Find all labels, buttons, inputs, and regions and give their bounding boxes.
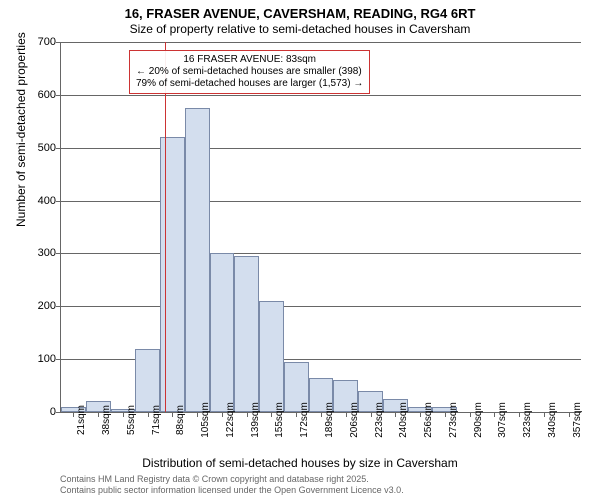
ytick-label: 400 xyxy=(38,195,56,207)
xtick-label: 71sqm xyxy=(151,405,162,435)
ytick-label: 500 xyxy=(38,142,56,154)
xtick-label: 189sqm xyxy=(324,402,335,438)
histogram-bar xyxy=(160,137,185,412)
gridline xyxy=(61,201,581,202)
xtick-label: 122sqm xyxy=(225,402,236,438)
xtick-label: 55sqm xyxy=(126,405,137,435)
xtick-label: 139sqm xyxy=(250,402,261,438)
xtick-label: 290sqm xyxy=(473,402,484,438)
xtick-mark xyxy=(296,412,297,417)
ytick-label: 600 xyxy=(38,89,56,101)
gridline xyxy=(61,42,581,43)
xtick-label: 88sqm xyxy=(175,405,186,435)
ytick-label: 100 xyxy=(38,353,56,365)
ytick-mark xyxy=(56,148,61,149)
gridline xyxy=(61,306,581,307)
xtick-label: 240sqm xyxy=(398,402,409,438)
xtick-mark xyxy=(544,412,545,417)
ytick-label: 300 xyxy=(38,247,56,259)
xtick-mark xyxy=(569,412,570,417)
annotation-line: 16 FRASER AVENUE: 83sqm xyxy=(136,54,363,66)
xtick-label: 256sqm xyxy=(423,402,434,438)
xtick-mark xyxy=(346,412,347,417)
xtick-mark xyxy=(371,412,372,417)
xtick-label: 21sqm xyxy=(76,405,87,435)
ytick-label: 700 xyxy=(38,36,56,48)
xtick-mark xyxy=(445,412,446,417)
xtick-mark xyxy=(420,412,421,417)
ytick-mark xyxy=(56,412,61,413)
xtick-label: 223sqm xyxy=(374,402,385,438)
xtick-mark xyxy=(172,412,173,417)
xtick-mark xyxy=(519,412,520,417)
y-axis-label: Number of semi-detached properties xyxy=(14,32,28,227)
ytick-mark xyxy=(56,306,61,307)
ytick-mark xyxy=(56,359,61,360)
chart-title-sub: Size of property relative to semi-detach… xyxy=(0,22,600,36)
attribution-line: Contains public sector information licen… xyxy=(60,485,404,496)
xtick-mark xyxy=(395,412,396,417)
xtick-mark xyxy=(494,412,495,417)
xtick-label: 172sqm xyxy=(299,402,310,438)
xtick-label: 273sqm xyxy=(448,402,459,438)
ytick-label: 200 xyxy=(38,300,56,312)
ytick-label: 0 xyxy=(50,406,56,418)
marker-line xyxy=(165,42,166,412)
annotation-box: 16 FRASER AVENUE: 83sqm← 20% of semi-det… xyxy=(129,50,370,94)
ytick-mark xyxy=(56,42,61,43)
xtick-label: 155sqm xyxy=(274,402,285,438)
attribution-line: Contains HM Land Registry data © Crown c… xyxy=(60,474,404,485)
attribution-text: Contains HM Land Registry data © Crown c… xyxy=(60,474,404,496)
histogram-bar xyxy=(234,256,259,412)
xtick-label: 38sqm xyxy=(101,405,112,435)
gridline xyxy=(61,95,581,96)
plot-area: 16 FRASER AVENUE: 83sqm← 20% of semi-det… xyxy=(60,42,581,413)
xtick-label: 323sqm xyxy=(522,402,533,438)
xtick-mark xyxy=(271,412,272,417)
annotation-line: ← 20% of semi-detached houses are smalle… xyxy=(136,66,363,78)
xtick-label: 340sqm xyxy=(547,402,558,438)
xtick-mark xyxy=(148,412,149,417)
ytick-mark xyxy=(56,253,61,254)
xtick-mark xyxy=(321,412,322,417)
histogram-bar xyxy=(135,349,160,412)
gridline xyxy=(61,148,581,149)
xtick-label: 206sqm xyxy=(349,402,360,438)
histogram-bar xyxy=(259,301,284,412)
x-axis-label: Distribution of semi-detached houses by … xyxy=(0,456,600,470)
xtick-mark xyxy=(98,412,99,417)
histogram-bar xyxy=(185,108,210,412)
xtick-label: 105sqm xyxy=(200,402,211,438)
xtick-label: 357sqm xyxy=(572,402,583,438)
gridline xyxy=(61,253,581,254)
xtick-mark xyxy=(73,412,74,417)
xtick-mark xyxy=(123,412,124,417)
histogram-bar xyxy=(210,253,235,412)
xtick-label: 307sqm xyxy=(497,402,508,438)
xtick-mark xyxy=(222,412,223,417)
xtick-mark xyxy=(247,412,248,417)
ytick-mark xyxy=(56,201,61,202)
chart-title-main: 16, FRASER AVENUE, CAVERSHAM, READING, R… xyxy=(0,6,600,21)
xtick-mark xyxy=(470,412,471,417)
xtick-mark xyxy=(197,412,198,417)
annotation-line: 79% of semi-detached houses are larger (… xyxy=(136,78,363,90)
ytick-mark xyxy=(56,95,61,96)
